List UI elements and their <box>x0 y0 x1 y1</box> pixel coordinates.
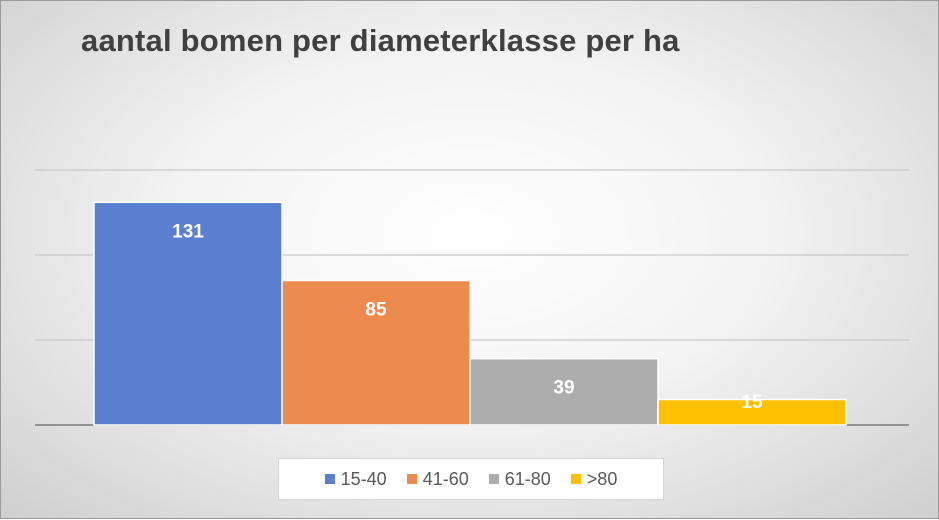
legend-swatch <box>324 474 335 484</box>
bar-15-40 <box>93 201 283 426</box>
legend: 15-40 41-60 61-80 >80 <box>278 458 664 500</box>
data-label: 131 <box>172 221 204 242</box>
legend-label: 61-80 <box>504 468 551 489</box>
chart-title: aantal bomen per diameterklasse per ha <box>81 23 680 58</box>
legend-entry: 15-40 <box>324 468 387 490</box>
legend-entry: >80 <box>570 468 618 490</box>
legend-label: 15-40 <box>340 468 387 489</box>
data-label: 39 <box>553 378 574 399</box>
legend-entry: 41-60 <box>406 468 469 490</box>
data-label: 85 <box>365 300 387 321</box>
legend-swatch <box>406 474 417 484</box>
bar-61-80 <box>469 357 659 426</box>
legend-label: 41-60 <box>422 468 469 489</box>
bar-41-60 <box>281 279 471 426</box>
legend-swatch <box>570 474 581 484</box>
data-label: 15 <box>741 392 763 413</box>
legend-label: >80 <box>586 468 618 489</box>
legend-swatch <box>488 474 499 484</box>
legend-entry: 61-80 <box>488 468 551 490</box>
bar-gt80 <box>657 398 847 426</box>
